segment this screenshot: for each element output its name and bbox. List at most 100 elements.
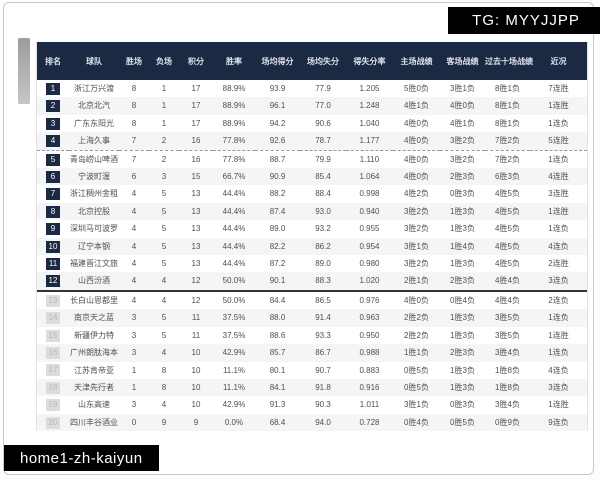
cell-home: 2胜2负 xyxy=(404,313,429,323)
cell-points: 11 xyxy=(191,313,201,323)
cell-losses: 9 xyxy=(161,417,167,427)
cell-team: 新疆伊力特 xyxy=(74,330,114,340)
cell-streak: 2连胜 xyxy=(548,259,569,269)
cell-team: 福建晋江文旅 xyxy=(70,259,118,269)
table-row: 6 宁波町渥 6 3 15 66.7% 90.9 85.4 1.064 4胜0负 2胜3负 6胜3负 4… xyxy=(37,168,587,186)
table-row: 19 山东高速 3 4 10 42.9% 91.3 90.3 1.011 3胜1负 0胜3负 3胜4负… xyxy=(37,396,587,413)
rank-badge: 16 xyxy=(46,346,60,359)
cell-last10: 8胜1负 xyxy=(495,84,520,93)
cell-score_ratio: 0.950 xyxy=(359,330,380,340)
table-row: 18 天津先行者 1 8 10 11.1% 84.1 91.8 0.916 0胜5负 1胜3负 1胜8… xyxy=(37,378,587,397)
cell-home: 3胜2负 xyxy=(404,259,429,269)
rank-badge: 19 xyxy=(46,399,60,412)
cell-points: 16 xyxy=(179,132,213,151)
cell-avg_score: 94.2 xyxy=(269,118,286,128)
cell-away: 2胜3负 xyxy=(440,272,485,292)
cell-win_pct: 88.9% xyxy=(222,84,246,93)
cell-points: 12 xyxy=(179,272,213,292)
cell-points: 10 xyxy=(191,365,201,375)
cell-home: 4胜0负 xyxy=(404,118,429,128)
cell-team: 深圳马可波罗 xyxy=(70,224,118,234)
cell-team: 北京控股 xyxy=(78,206,110,216)
cell-wins: 4 xyxy=(131,224,137,234)
cell-win_pct: 37.5% xyxy=(222,313,246,323)
cell-rank: 19 xyxy=(37,396,69,413)
cell-losses: 4 xyxy=(161,348,167,358)
cell-points: 10 xyxy=(191,348,201,358)
cell-wins: 8 xyxy=(131,118,137,128)
cell-rank: 4 xyxy=(37,132,69,151)
cell-team: 江苏肯帝亚 xyxy=(74,365,114,375)
cell-team: 天津先行者 xyxy=(74,382,114,392)
table-row: 12 山西汾酒 4 4 12 50.0% 90.1 88.3 1.020 2胜1负 2胜3负 4胜4负… xyxy=(37,272,587,292)
cell-last10: 3胜4负 xyxy=(495,400,520,410)
cell-streak: 4连负 xyxy=(548,365,569,375)
cell-rank: 11 xyxy=(37,255,69,272)
cell-streak: 1连胜 xyxy=(548,101,569,111)
cell-streak: 4连胜 xyxy=(548,172,569,182)
cell-score_ratio: 0.988 xyxy=(359,348,380,358)
cell-avg_score: 93.9 xyxy=(269,84,286,93)
table-row: 2 北京北汽 8 1 17 88.9% 96.1 77.0 1.248 4胜1负 4胜0负 8胜1负 1… xyxy=(37,97,587,115)
cell-points: 13 xyxy=(191,241,201,251)
cell-last10: 4胜5负 xyxy=(495,189,520,199)
rank-badge: 20 xyxy=(46,416,60,429)
cell-last10: 8胜1负 xyxy=(495,101,520,111)
cell-losses: 8 xyxy=(161,382,167,392)
cell-rank: 20 xyxy=(37,414,69,431)
table-row: 7 浙江稠州金租 4 5 13 44.4% 88.2 88.4 0.998 4胜2负 0胜3负 4胜5… xyxy=(37,185,587,202)
cell-score_ratio: 1.040 xyxy=(359,118,380,128)
site-watermark-label: home1-zh-kaiyun xyxy=(20,449,143,467)
cell-team: 北京北汽 xyxy=(78,101,110,111)
cell-avg_concede: 85.4 xyxy=(315,172,331,182)
cell-away: 1胜3负 xyxy=(450,365,475,375)
cell-wins: 6 xyxy=(131,172,137,182)
cell-away: 1胜3负 xyxy=(450,224,475,234)
table-body: 1 浙江万兴渡 8 1 17 88.9% 93.9 77.9 1.205 5胜0负 3胜1负 8胜1负… xyxy=(37,80,587,432)
cell-avg_score: 85.7 xyxy=(269,348,286,358)
tg-contact-label: TG: MYYJJPP xyxy=(472,12,580,29)
cell-points: 13 xyxy=(191,189,201,199)
cell-wins: 3 xyxy=(131,400,137,410)
column-header-avg_concede: 场均失分 xyxy=(300,42,346,80)
cell-last10: 8胜1负 xyxy=(495,118,520,128)
standings-table: 排名 球队 胜场 负场 积分 胜率 场均得分 场均失分 得失分率 主场战绩 客场战绩 过去十场战绩 近况… xyxy=(37,42,587,432)
cell-points: 17 xyxy=(191,118,201,128)
cell-team: 上海久事 xyxy=(69,132,119,151)
cell-win_pct: 44.4% xyxy=(222,206,246,216)
standings-table-container: 排名 球队 胜场 负场 积分 胜率 场均得分 场均失分 得失分率 主场战绩 客场战绩 过去十场战绩 近况… xyxy=(36,42,588,432)
scrollbar-fragment[interactable] xyxy=(18,38,30,104)
rank-badge: 11 xyxy=(46,257,60,270)
cell-rank: 8 xyxy=(37,203,69,220)
cell-home: 2胜2负 xyxy=(404,330,429,340)
cell-points: 10 xyxy=(191,400,201,410)
cell-losses: 1 xyxy=(161,101,167,111)
cell-home: 5胜0负 xyxy=(404,84,429,93)
rank-badge: 14 xyxy=(46,312,60,325)
cell-avg_score: 88.7 xyxy=(269,154,286,164)
cell-away: 0胜4负 xyxy=(450,295,475,305)
cell-avg_score: 87.2 xyxy=(269,259,286,269)
column-header-wins: 胜场 xyxy=(119,42,149,80)
cell-away: 4胜0负 xyxy=(450,101,475,111)
tg-contact-badge: TG: MYYJJPP xyxy=(448,7,600,34)
cell-away: 3胜1负 xyxy=(450,84,475,93)
cell-wins: 3 xyxy=(131,348,137,358)
cell-avg_concede: 88.3 xyxy=(300,272,346,292)
cell-avg_score: 84.4 xyxy=(269,295,286,305)
column-header-team: 球队 xyxy=(69,42,119,80)
cell-avg_concede: 89.0 xyxy=(315,259,331,269)
cell-away: 3胜2负 xyxy=(440,132,485,151)
cell-away: 0胜3负 xyxy=(450,400,475,410)
cell-avg_score: 90.1 xyxy=(255,272,300,292)
cell-points: 16 xyxy=(191,154,201,164)
column-header-points: 积分 xyxy=(179,42,213,80)
cell-streak: 3连胜 xyxy=(548,189,569,199)
cell-avg_concede: 86.7 xyxy=(315,348,331,358)
rank-badge: 3 xyxy=(46,117,60,130)
cell-score_ratio: 1.064 xyxy=(359,172,380,182)
cell-last10: 7胜2负 xyxy=(495,154,520,164)
cell-last10: 7胜2负 xyxy=(485,132,530,151)
cell-avg_concede: 90.3 xyxy=(315,400,331,410)
cell-away: 1胜3负 xyxy=(450,206,475,216)
